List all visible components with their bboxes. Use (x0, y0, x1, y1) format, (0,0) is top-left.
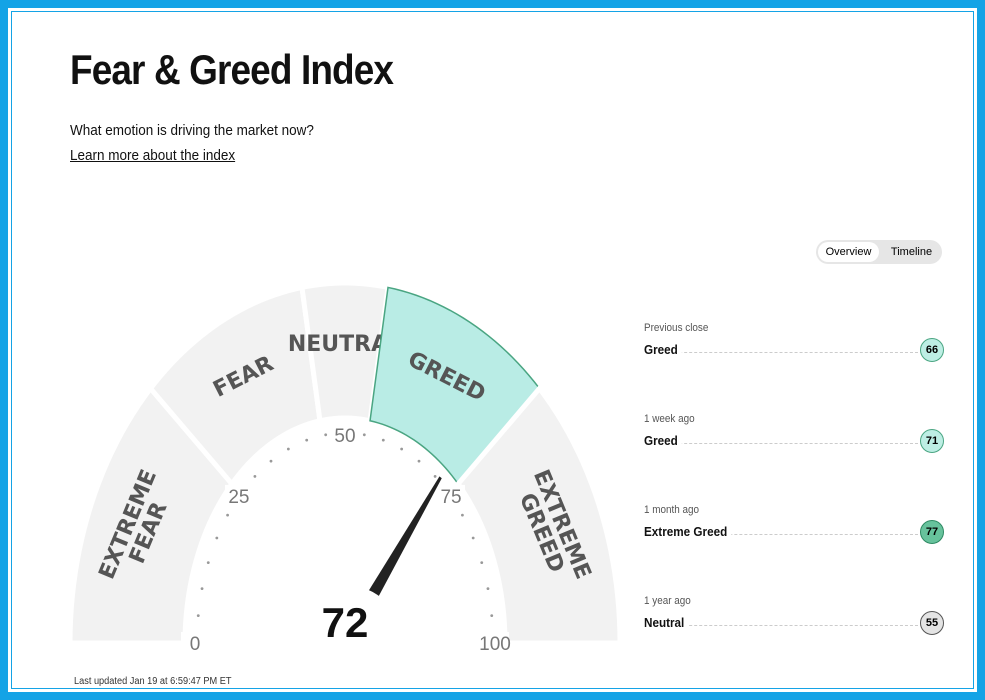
history-value: 55 (920, 611, 944, 635)
history-rating: Greed (644, 342, 682, 357)
history-value: 71 (920, 429, 944, 453)
subtitle: What emotion is driving the market now? (70, 122, 314, 139)
dotted-leader (644, 534, 918, 535)
history-row: Previous close Greed 66 (644, 322, 944, 413)
history-value: 77 (920, 520, 944, 544)
history-row: 1 month ago Extreme Greed 77 (644, 504, 944, 595)
history-value: 66 (920, 338, 944, 362)
history-period: 1 month ago (644, 504, 700, 516)
history-period: 1 week ago (644, 413, 695, 425)
overview-tab[interactable]: Overview (818, 242, 879, 262)
learn-more-link[interactable]: Learn more about the index (70, 147, 236, 164)
history-row: 1 year ago Neutral 55 (644, 595, 944, 686)
history-rating: Greed (644, 433, 682, 448)
history-rating: Neutral (644, 615, 688, 630)
dotted-leader (644, 625, 918, 626)
dotted-leader (644, 443, 918, 444)
dotted-leader (644, 352, 918, 353)
history-list: Previous close Greed 66 1 week ago Greed 71 1 … (644, 322, 944, 686)
panel: Fear & Greed Index What emotion is drivi… (11, 11, 974, 689)
last-updated: Last updated Jan 19 at 6:59:47 PM ET (74, 676, 232, 687)
timeline-tab[interactable]: Timeline (890, 246, 933, 258)
history-period: 1 year ago (644, 595, 691, 607)
history-period: Previous close (644, 322, 709, 334)
history-rating: Extreme Greed (644, 524, 731, 539)
history-row: 1 week ago Greed 71 (644, 413, 944, 504)
view-toggle: Overview Timeline (816, 240, 942, 264)
page-title: Fear & Greed Index (70, 46, 394, 93)
